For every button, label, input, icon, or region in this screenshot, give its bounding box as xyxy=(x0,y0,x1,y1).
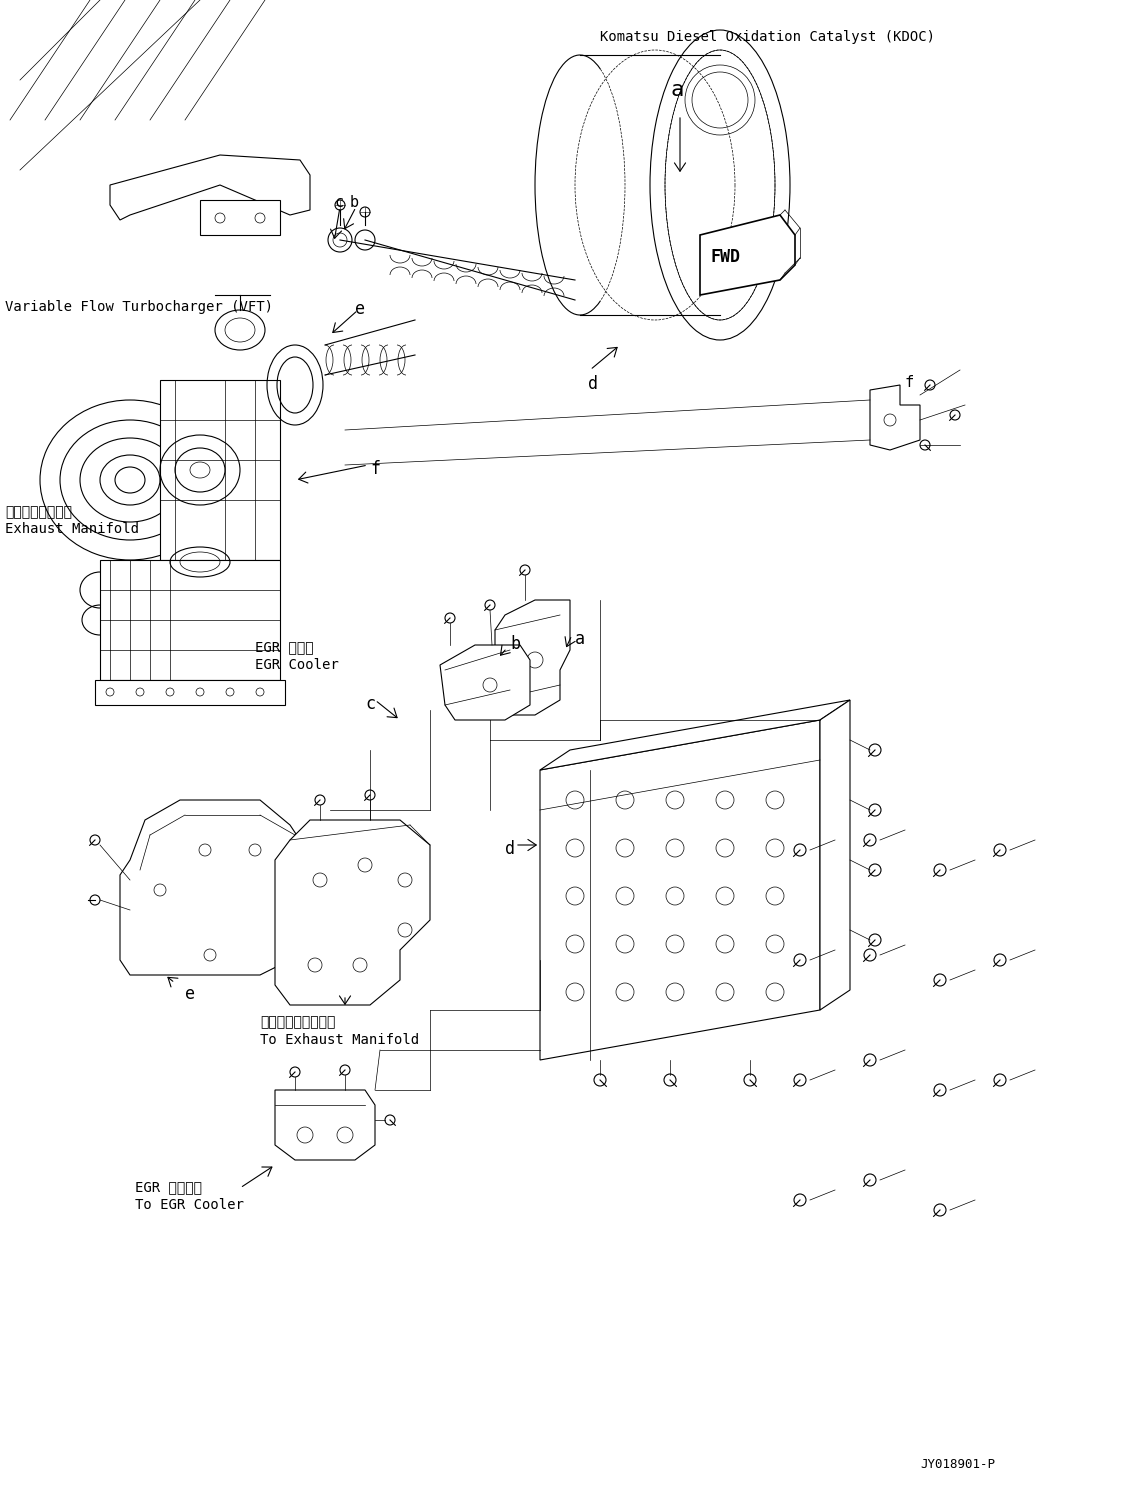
Circle shape xyxy=(204,948,216,962)
Text: Exhaust Manifold: Exhaust Manifold xyxy=(5,522,139,535)
Circle shape xyxy=(717,935,734,953)
Text: f: f xyxy=(905,376,914,391)
Polygon shape xyxy=(110,155,310,221)
Text: FWD: FWD xyxy=(710,248,741,265)
Circle shape xyxy=(226,687,234,696)
Circle shape xyxy=(666,983,683,1000)
Circle shape xyxy=(766,983,784,1000)
Circle shape xyxy=(136,687,144,696)
Text: EGR Cooler: EGR Cooler xyxy=(254,658,339,672)
Text: c: c xyxy=(335,195,345,210)
Text: 排気マニホールド: 排気マニホールド xyxy=(5,505,72,519)
Circle shape xyxy=(766,839,784,857)
Polygon shape xyxy=(275,820,430,1005)
Text: To Exhaust Manifold: To Exhaust Manifold xyxy=(260,1033,419,1047)
Polygon shape xyxy=(540,699,850,769)
Bar xyxy=(95,680,285,705)
Circle shape xyxy=(154,884,165,896)
Text: a: a xyxy=(575,631,585,649)
Circle shape xyxy=(566,839,584,857)
Circle shape xyxy=(616,839,634,857)
Circle shape xyxy=(616,887,634,905)
Circle shape xyxy=(717,792,734,810)
Circle shape xyxy=(766,935,784,953)
Text: d: d xyxy=(588,376,598,394)
Bar xyxy=(100,561,280,680)
Circle shape xyxy=(717,839,734,857)
Circle shape xyxy=(616,983,634,1000)
Text: a: a xyxy=(670,81,683,100)
Circle shape xyxy=(527,652,543,668)
Circle shape xyxy=(256,687,264,696)
Text: e: e xyxy=(355,300,365,318)
Text: b: b xyxy=(350,195,359,210)
Bar xyxy=(200,200,280,236)
Text: c: c xyxy=(365,695,375,713)
Circle shape xyxy=(280,924,291,936)
Bar xyxy=(160,380,280,561)
Circle shape xyxy=(308,959,322,972)
Text: b: b xyxy=(510,635,520,653)
Text: JY018901-P: JY018901-P xyxy=(920,1458,995,1472)
Circle shape xyxy=(717,983,734,1000)
Polygon shape xyxy=(120,801,310,975)
Circle shape xyxy=(361,207,370,218)
Polygon shape xyxy=(540,720,820,1060)
Circle shape xyxy=(666,839,683,857)
Circle shape xyxy=(398,874,412,887)
Circle shape xyxy=(106,687,114,696)
Circle shape xyxy=(358,857,372,872)
Circle shape xyxy=(165,687,173,696)
Polygon shape xyxy=(275,1090,375,1160)
Circle shape xyxy=(666,935,683,953)
Circle shape xyxy=(335,200,345,210)
Circle shape xyxy=(215,213,225,224)
Circle shape xyxy=(337,1127,353,1144)
Text: EGR クーラへ: EGR クーラへ xyxy=(135,1179,202,1194)
Circle shape xyxy=(766,792,784,810)
Circle shape xyxy=(199,844,211,856)
Text: Variable Flow Turbocharger (VFT): Variable Flow Turbocharger (VFT) xyxy=(5,300,273,315)
Text: EGR クーラ: EGR クーラ xyxy=(254,640,314,655)
Polygon shape xyxy=(495,599,570,716)
Circle shape xyxy=(766,887,784,905)
Polygon shape xyxy=(820,699,850,1009)
Text: e: e xyxy=(185,986,195,1003)
Circle shape xyxy=(566,887,584,905)
Circle shape xyxy=(884,414,896,426)
Polygon shape xyxy=(440,646,531,720)
Circle shape xyxy=(196,687,204,696)
Text: f: f xyxy=(370,461,380,479)
Circle shape xyxy=(483,678,497,692)
Circle shape xyxy=(717,887,734,905)
Circle shape xyxy=(353,959,367,972)
Circle shape xyxy=(249,844,261,856)
Circle shape xyxy=(616,792,634,810)
Circle shape xyxy=(666,887,683,905)
Circle shape xyxy=(566,792,584,810)
Text: d: d xyxy=(505,839,515,857)
Circle shape xyxy=(616,935,634,953)
Circle shape xyxy=(566,983,584,1000)
Circle shape xyxy=(254,213,265,224)
Text: 排気マニホールドへ: 排気マニホールドへ xyxy=(260,1015,335,1029)
Text: Komatsu Diesel Oxidation Catalyst (KDOC): Komatsu Diesel Oxidation Catalyst (KDOC) xyxy=(600,30,934,45)
Circle shape xyxy=(398,923,412,936)
Circle shape xyxy=(666,792,683,810)
Circle shape xyxy=(284,880,296,892)
Circle shape xyxy=(313,874,327,887)
Circle shape xyxy=(297,1127,313,1144)
Polygon shape xyxy=(869,385,920,450)
Polygon shape xyxy=(699,215,795,295)
Text: To EGR Cooler: To EGR Cooler xyxy=(135,1197,244,1212)
Circle shape xyxy=(566,935,584,953)
